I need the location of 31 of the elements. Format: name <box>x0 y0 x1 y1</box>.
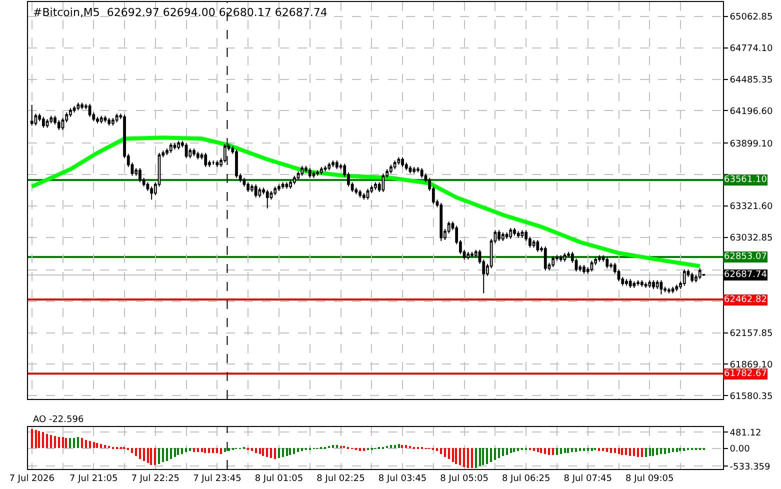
chart-title: #Bitcoin,M5 62692.97 62694.00 62680.17 62687.74 <box>33 6 328 19</box>
y-tick-label: 65062.85 <box>730 12 773 23</box>
x-tick-label: 7 Jul 21:05 <box>70 474 118 484</box>
x-tick-label: 8 Jul 02:25 <box>316 474 365 484</box>
ref-line-label: 62462.82 <box>724 295 767 305</box>
x-tick-label: 8 Jul 01:05 <box>254 474 304 484</box>
y-tick-label: 481.12 <box>730 428 762 438</box>
y-tick-label: 64774.10 <box>730 44 774 54</box>
y-tick-label: 62157.85 <box>730 328 773 339</box>
x-tick-label: 8 Jul 05:05 <box>440 474 488 484</box>
chart-title: AO -22.596 <box>33 415 84 425</box>
x-tick-label: 8 Jul 06:25 <box>502 474 550 484</box>
y-tick-label: 63899.10 <box>730 139 774 150</box>
y-tick-label: 63321.60 <box>730 202 774 212</box>
y-tick-label: 64485.35 <box>730 75 773 86</box>
y-tick-label: 61869.10 <box>730 360 774 370</box>
y-tick-label: 0.00 <box>730 444 750 454</box>
x-tick-label: 8 Jul 03:45 <box>378 474 427 484</box>
x-tick-label: 8 Jul 09:05 <box>626 474 674 484</box>
y-tick-label: 63032.85 <box>730 234 773 244</box>
x-tick-label: 7 Jul 22:25 <box>131 474 180 484</box>
y-tick-label: 64196.60 <box>730 106 774 117</box>
x-tick-label: 7 Jul 2026 <box>9 474 55 484</box>
x-tick-label: 7 Jul 23:45 <box>193 474 242 484</box>
y-tick-label: -533.359 <box>730 462 771 472</box>
ref-line-label: 62687.74 <box>724 270 768 280</box>
ref-line-label: 63561.10 <box>724 175 768 185</box>
x-tick-label: 8 Jul 07:45 <box>564 474 612 484</box>
ref-line-label: 61782.67 <box>724 369 767 379</box>
y-tick-label: 61580.35 <box>730 392 773 402</box>
ref-line-label: 62853.07 <box>724 252 767 262</box>
